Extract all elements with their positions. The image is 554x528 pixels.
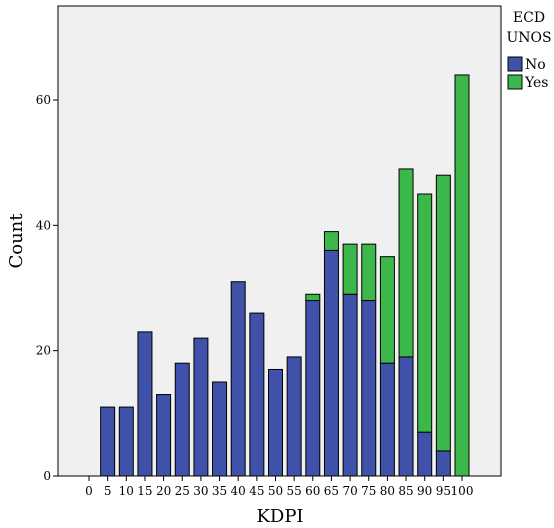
bar-yes-100 [454, 74, 470, 477]
legend-items: No Yes [507, 56, 549, 91]
x-tick-label-0: 0 [85, 484, 93, 498]
x-tick-label-50: 50 [268, 484, 283, 498]
bar-no-65 [323, 249, 339, 477]
y-axis-title: Count [6, 213, 27, 269]
bar-no-20 [156, 394, 172, 477]
bar-no-55 [286, 356, 302, 477]
x-tick-label-85: 85 [398, 484, 413, 498]
x-axis-title: KDPI [256, 506, 303, 527]
x-tick-label-90: 90 [417, 484, 432, 498]
bar-no-35 [212, 381, 228, 477]
bar-no-75 [361, 300, 377, 477]
legend-swatch-no [507, 56, 523, 72]
legend-title-line-1: ECD [513, 10, 545, 26]
bar-yes-80 [379, 256, 395, 364]
y-tick-label-20: 20 [36, 344, 51, 358]
bar-no-5 [100, 406, 116, 477]
x-tick-label-60: 60 [305, 484, 320, 498]
x-tick-label-70: 70 [342, 484, 357, 498]
x-tick-label-40: 40 [231, 484, 246, 498]
legend-swatch-yes [507, 74, 523, 90]
x-tick-label-45: 45 [249, 484, 264, 498]
bar-no-95 [435, 450, 451, 477]
bar-no-30 [193, 337, 209, 477]
bars-group [100, 74, 470, 477]
legend-label-yes: Yes [524, 75, 549, 91]
bar-no-45 [249, 312, 265, 477]
bar-yes-95 [435, 174, 451, 452]
bar-no-60 [305, 300, 321, 477]
bar-yes-85 [398, 168, 414, 358]
bar-yes-75 [361, 243, 377, 302]
x-tick-label-25: 25 [175, 484, 190, 498]
x-tick-label-100: 100 [451, 484, 474, 498]
x-tick-label-30: 30 [193, 484, 208, 498]
legend-label-no: No [525, 57, 546, 73]
y-tick-label-40: 40 [36, 218, 51, 232]
bar-no-40 [230, 281, 246, 477]
x-tick-label-95: 95 [436, 484, 451, 498]
bar-yes-65 [323, 231, 339, 251]
bar-yes-90 [417, 193, 433, 433]
x-tick-label-80: 80 [380, 484, 395, 498]
x-tick-label-20: 20 [156, 484, 171, 498]
y-tick-label-60: 60 [36, 93, 51, 107]
legend: ECD UNOS No Yes [506, 10, 551, 91]
x-tick-label-65: 65 [324, 484, 339, 498]
bar-yes-70 [342, 243, 358, 295]
bar-yes-60 [305, 293, 321, 302]
bar-no-70 [342, 293, 358, 477]
bar-no-90 [417, 431, 433, 477]
y-axis: 0 20 40 60 [36, 93, 58, 483]
bar-no-10 [118, 406, 134, 477]
bar-no-25 [174, 362, 190, 477]
bar-no-85 [398, 356, 414, 477]
x-tick-label-35: 35 [212, 484, 227, 498]
x-tick-label-10: 10 [119, 484, 134, 498]
bar-no-15 [137, 331, 153, 477]
x-tick-label-75: 75 [361, 484, 376, 498]
x-axis: 0 5 10 15 20 25 30 35 40 45 50 55 60 65 70 75 80 85 90 95 10… [85, 476, 473, 498]
legend-title-line-2: UNOS [506, 30, 551, 46]
x-tick-label-55: 55 [287, 484, 302, 498]
bar-no-80 [379, 362, 395, 477]
bar-no-50 [268, 368, 283, 477]
x-tick-label-15: 15 [137, 484, 152, 498]
x-tick-label-5: 5 [104, 484, 112, 498]
y-tick-label-0: 0 [43, 469, 51, 483]
